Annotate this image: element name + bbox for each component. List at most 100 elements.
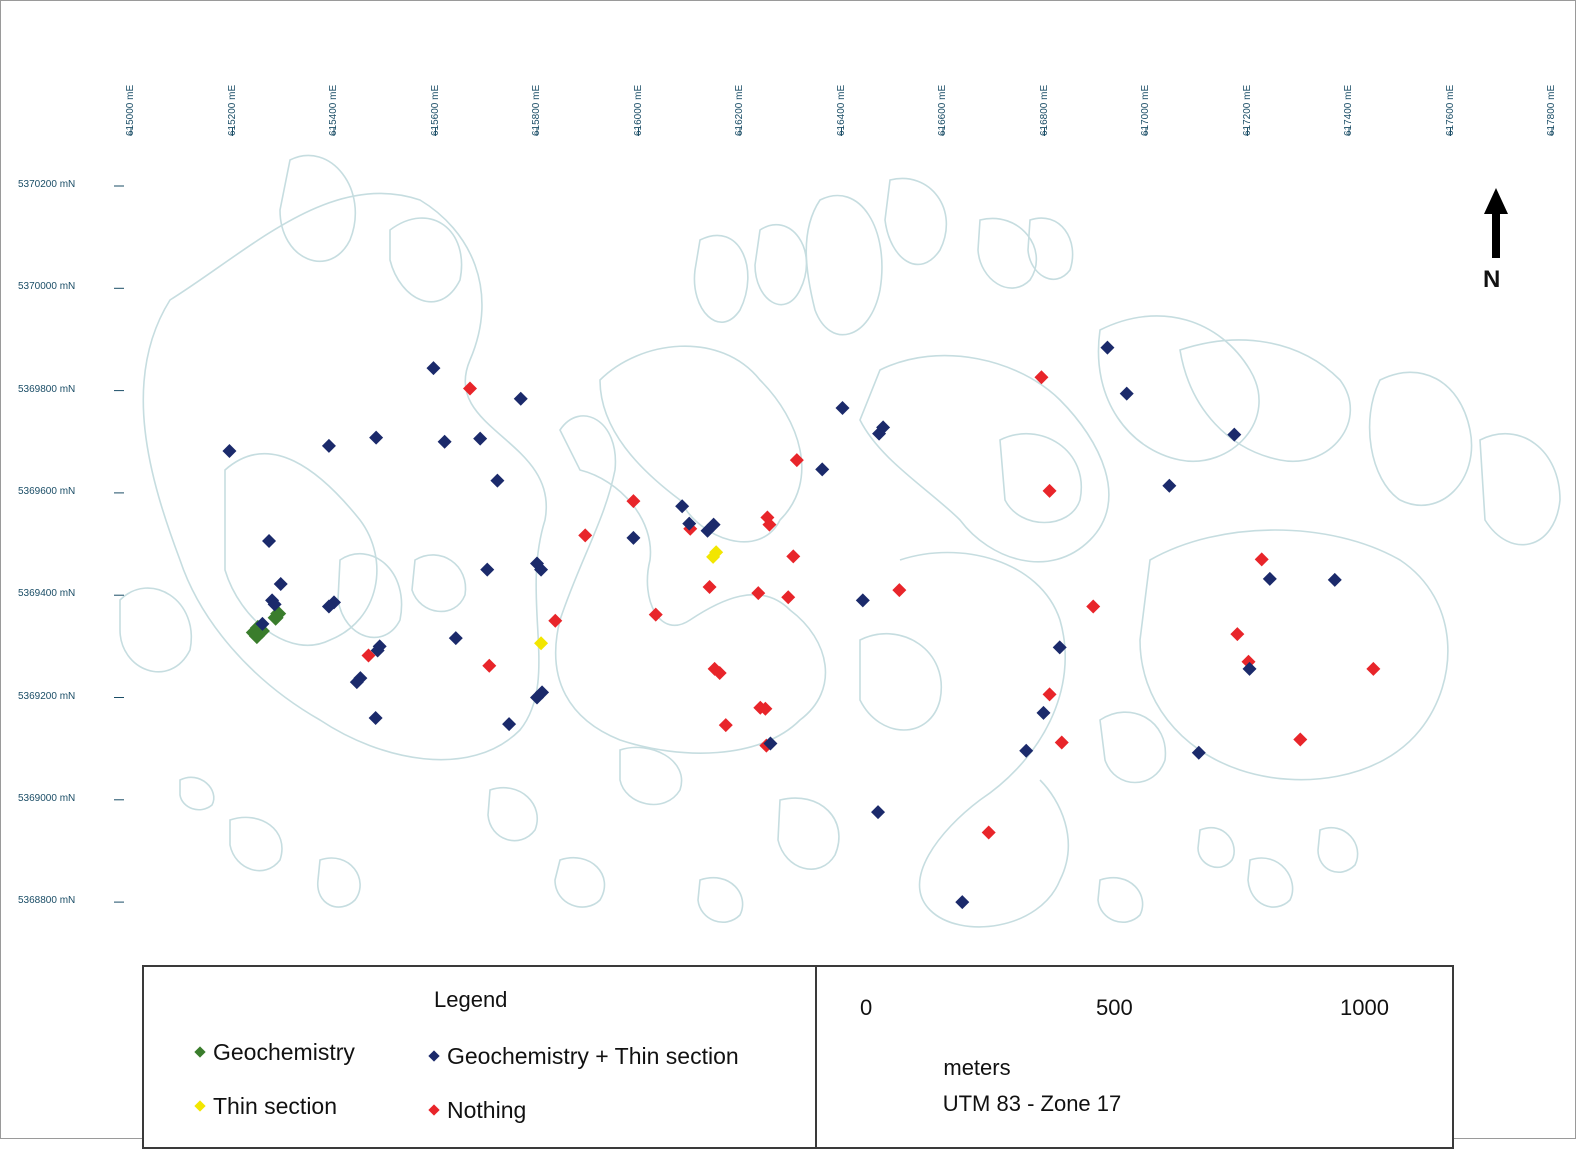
sample-geochemistry-thin-section <box>534 562 549 577</box>
sample-geochemistry-thin-section <box>490 473 505 488</box>
sample-geochemistry-thin-section <box>426 361 441 376</box>
sample-geochemistry-thin-section <box>437 434 452 449</box>
green-diamond-icon <box>194 1046 206 1058</box>
northing-label: 5369800 mN <box>18 383 76 395</box>
sample-nothing <box>578 528 593 543</box>
sample-nothing <box>463 381 478 396</box>
northing-ticks <box>114 185 124 903</box>
northing-label: 5370200 mN <box>18 179 76 190</box>
easting-label: 616200 mE <box>734 84 745 136</box>
northing-label: 5369000 mN <box>18 792 76 804</box>
sample-geochemistry-thin-section <box>626 530 641 545</box>
sample-geochemistry-thin-section <box>502 717 517 732</box>
scale-projection: UTM 83 - Zone 17 <box>942 1091 1122 1116</box>
north-arrow-icon <box>1484 188 1508 258</box>
sample-nothing <box>781 590 796 605</box>
sample-geochemistry-thin-section <box>675 499 690 514</box>
legend-item-geochemistry: Geochemistry <box>194 1039 355 1066</box>
sample-nothing <box>892 583 907 598</box>
navy-diamond-icon <box>428 1050 440 1062</box>
easting-label: 617800 mE <box>1546 84 1557 136</box>
legend-item-nothing: Nothing <box>428 1097 527 1124</box>
sample-geochemistry-thin-section <box>1327 572 1342 587</box>
outcrop-outlines <box>119 154 1561 928</box>
sample-geochemistry-thin-section <box>1162 478 1177 493</box>
sample-geochemistry <box>267 609 284 626</box>
sample-geochemistry-thin-section <box>1242 661 1257 676</box>
legend-label-geochem-thin: Geochemistry + Thin section <box>447 1043 739 1069</box>
sample-geochemistry-thin-section <box>955 895 970 910</box>
sample-nothing <box>1293 732 1308 747</box>
sample-geochemistry-thin-section <box>876 420 891 435</box>
easting-label: 615800 mE <box>531 84 542 136</box>
sample-geochemistry-thin-section <box>368 710 383 725</box>
sample-geochemistry-thin-section <box>321 599 336 614</box>
sample-geochemistry-thin-section <box>855 593 870 608</box>
northing-label: 5369200 mN <box>18 690 76 702</box>
samples-nothing <box>361 370 1381 840</box>
samples-geochemistry-thin-section <box>222 340 1342 910</box>
sample-geochemistry-thin-section <box>1052 640 1067 655</box>
scale-tick-500: 500 <box>1096 995 1133 1020</box>
sample-nothing <box>758 701 773 716</box>
easting-label: 617600 mE <box>1444 84 1456 136</box>
sample-nothing <box>1230 627 1245 642</box>
sample-geochemistry-thin-section <box>1100 340 1115 355</box>
easting-label: 616400 mE <box>835 84 847 136</box>
sample-geochemistry-thin-section <box>480 562 495 577</box>
sample-geochemistry-thin-section <box>473 431 488 446</box>
red-diamond-icon <box>428 1104 440 1116</box>
sample-geochemistry-thin-section <box>1191 745 1206 760</box>
sample-nothing <box>1042 687 1057 702</box>
legend-item-geochem-thin: Geochemistry + Thin section <box>428 1043 739 1070</box>
sample-geochemistry-thin-section <box>1262 571 1277 586</box>
sample-nothing <box>712 665 727 680</box>
legend-label-thin-section: Thin section <box>213 1093 338 1119</box>
legend-label-nothing: Nothing <box>447 1097 527 1123</box>
legend-divider <box>815 967 817 1147</box>
easting-label: 615600 mE <box>429 84 441 136</box>
sample-nothing <box>1254 552 1269 567</box>
sample-geochemistry <box>248 628 265 645</box>
samples-thin-section <box>534 545 724 651</box>
sample-geochemistry-thin-section <box>255 616 270 631</box>
easting-label: 616800 mE <box>1038 84 1050 136</box>
scale-tick-0: 0 <box>860 995 873 1020</box>
legend-title: Legend <box>434 987 508 1012</box>
samples-geochemistry <box>245 605 287 645</box>
sample-geochemistry-thin-section <box>871 805 886 820</box>
sample-nothing <box>786 549 801 564</box>
sample-nothing <box>1366 661 1381 676</box>
sample-geochemistry-thin-section <box>682 516 697 531</box>
easting-label: 617400 mE <box>1343 84 1354 136</box>
sample-nothing <box>702 580 717 595</box>
sample-nothing <box>361 648 376 663</box>
easting-label: 617000 mE <box>1140 84 1151 136</box>
north-arrow-label: N <box>1483 266 1501 293</box>
sample-geochemistry-thin-section <box>353 671 368 686</box>
sample-nothing <box>548 613 563 628</box>
northing-label: 5368800 mN <box>18 895 76 907</box>
sample-thin-section <box>709 545 724 560</box>
sample-geochemistry-thin-section <box>448 631 463 646</box>
sample-geochemistry-thin-section <box>370 643 385 658</box>
scale-tick-1000: 1000 <box>1340 995 1389 1020</box>
sample-geochemistry-thin-section <box>1227 427 1242 442</box>
easting-label: 616600 mE <box>937 84 948 136</box>
easting-label: 615200 mE <box>226 84 238 136</box>
sample-nothing <box>789 453 804 468</box>
sample-nothing <box>762 517 777 532</box>
yellow-diamond-icon <box>194 1100 206 1112</box>
sample-nothing <box>648 607 663 622</box>
easting-label: 617200 mE <box>1241 84 1253 136</box>
sample-geochemistry-thin-section <box>273 576 288 591</box>
sample-geochemistry-thin-section <box>321 438 336 453</box>
sample-nothing <box>1042 483 1057 498</box>
sample-nothing <box>981 825 996 840</box>
sample-nothing <box>626 494 641 509</box>
sample-nothing <box>751 586 766 601</box>
sample-geochemistry-thin-section <box>369 430 384 445</box>
easting-ticks <box>130 128 1553 136</box>
sample-geochemistry-thin-section <box>513 391 528 406</box>
sample-geochemistry-thin-section <box>267 597 282 612</box>
